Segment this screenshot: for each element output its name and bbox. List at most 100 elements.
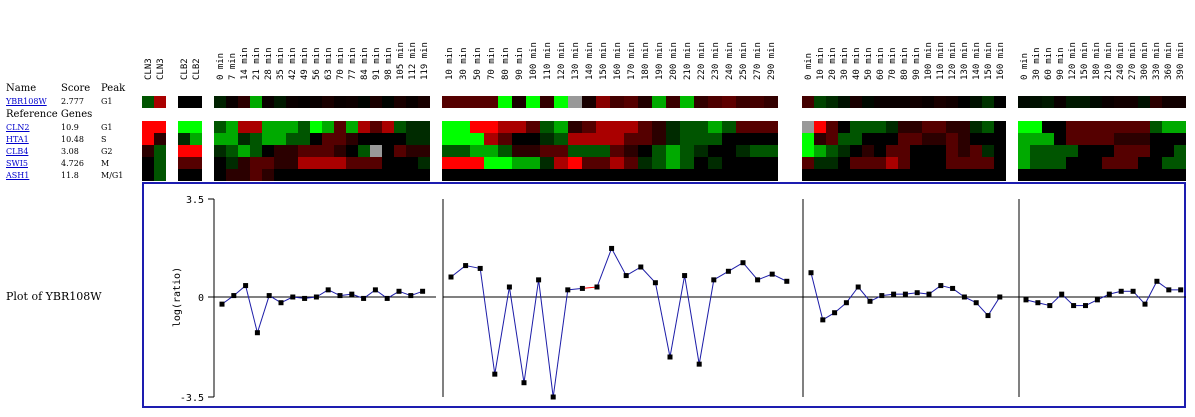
heatmap-cell — [708, 157, 722, 169]
series-segment — [640, 266, 656, 284]
data-point — [278, 300, 284, 306]
column-label: 0 min — [804, 53, 814, 80]
data-point — [313, 294, 319, 300]
heatmap-cell — [154, 121, 166, 133]
heatmap-cell — [1078, 133, 1090, 145]
heatmap-cell — [358, 169, 370, 181]
data-point — [408, 293, 414, 299]
heatmap-cell — [554, 169, 568, 181]
heatmap-cell — [286, 169, 298, 181]
column-label: 112 min — [408, 42, 418, 80]
data-point — [1130, 288, 1136, 294]
heatmap-cell — [910, 157, 922, 169]
data-point — [1047, 303, 1053, 309]
column-label: 42 min — [288, 47, 298, 80]
heatmap-cell — [814, 145, 826, 157]
heatmap-cell — [142, 133, 154, 145]
data-point — [696, 361, 702, 367]
heatmap-cell — [190, 133, 202, 145]
heatmap-cell — [946, 157, 958, 169]
heatmap-cell — [946, 96, 958, 108]
heatmap-cell — [498, 145, 512, 157]
heatmap-cell — [666, 145, 680, 157]
heatmap-cell — [178, 157, 190, 169]
heatmap-cell — [874, 169, 886, 181]
heatmap-cell — [582, 145, 596, 157]
column-label: 250 min — [739, 42, 749, 80]
ref-gene-score: 10.48 — [61, 135, 84, 144]
heatmap-cell — [484, 96, 498, 108]
data-point — [396, 288, 402, 294]
heatmap-cell — [456, 121, 470, 133]
heatmap-cell — [568, 157, 582, 169]
heatmap-cell — [922, 96, 934, 108]
heatmap-cell — [1054, 157, 1066, 169]
column-label: 120 min — [1068, 42, 1078, 80]
heatmap-cell — [1162, 96, 1174, 108]
heatmap-cell — [540, 169, 554, 181]
data-point — [914, 290, 920, 296]
heatmap-cell — [638, 169, 652, 181]
heatmap-cell — [370, 133, 382, 145]
heatmap-cell — [898, 169, 910, 181]
ref-gene-peak: M — [101, 159, 110, 168]
ref-gene-link[interactable]: HTA1 — [6, 135, 29, 144]
series-segment — [611, 248, 627, 276]
column-label: 90 min — [1056, 47, 1066, 80]
query-gene-link[interactable]: YBR108W — [6, 97, 47, 106]
ref-gene-link[interactable]: ASH1 — [6, 171, 30, 180]
heatmap-cell — [874, 96, 886, 108]
heatmap-cell — [1114, 169, 1126, 181]
heatmap-cell — [154, 157, 166, 169]
heatmap-cell — [596, 145, 610, 157]
heatmap-cell — [238, 133, 250, 145]
heatmap-cell — [970, 96, 982, 108]
heatmap-cell — [154, 145, 166, 157]
heatmap-cell — [568, 145, 582, 157]
heatmap-cell — [958, 96, 970, 108]
heatmap-cell — [994, 145, 1006, 157]
heatmap-cell — [214, 157, 226, 169]
heatmap-cell — [406, 169, 418, 181]
heatmap-cell — [750, 169, 764, 181]
heatmap-cell — [910, 121, 922, 133]
data-point — [902, 291, 908, 297]
query-gene-peak: G1 — [101, 97, 113, 106]
heatmap-cell — [638, 121, 652, 133]
heatmap-cell — [418, 169, 430, 181]
heatmap-cell — [484, 121, 498, 133]
heatmap-cell — [708, 96, 722, 108]
heatmap-cell — [694, 157, 708, 169]
heatmap-cell — [958, 169, 970, 181]
ref-gene-score: 10.9 — [61, 123, 79, 132]
series-segment — [698, 279, 715, 365]
heatmap-cell — [250, 133, 262, 145]
heatmap-cell — [178, 169, 190, 181]
heatmap-cell — [178, 133, 190, 145]
heatmap-cell — [946, 169, 958, 181]
heatmap-cell — [1162, 145, 1174, 157]
column-label: 40 min — [852, 47, 862, 80]
heatmap-cell — [358, 121, 370, 133]
heatmap-cell — [226, 169, 238, 181]
plot-frame — [142, 182, 1186, 408]
heatmap-cell — [886, 157, 898, 169]
ref-gene-link[interactable]: SWI5 — [6, 159, 28, 168]
data-point — [769, 271, 775, 277]
heatmap-cell — [750, 145, 764, 157]
data-point — [448, 274, 454, 280]
data-point — [926, 291, 932, 297]
heatmap-cell — [1090, 121, 1102, 133]
ref-gene-link[interactable]: CLN2 — [6, 123, 30, 132]
heatmap-cell — [694, 96, 708, 108]
heatmap-cell — [262, 133, 274, 145]
heatmap-cell — [334, 145, 346, 157]
heatmap-cell — [406, 96, 418, 108]
heatmap-cell — [1138, 121, 1150, 133]
heatmap-cell — [638, 133, 652, 145]
ref-gene-link[interactable]: CLB4 — [6, 147, 29, 156]
heatmap-cell — [1078, 145, 1090, 157]
heatmap-cell — [1090, 169, 1102, 181]
heatmap-cell — [666, 96, 680, 108]
heatmap-cell — [680, 133, 694, 145]
